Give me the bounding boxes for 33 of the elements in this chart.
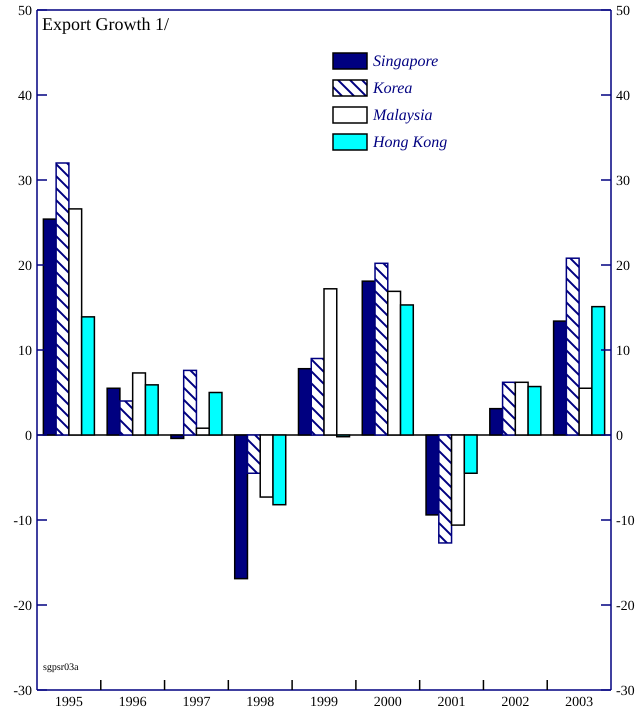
y-tick-label: 30 (18, 174, 32, 189)
y2-tick-label: -20 (616, 598, 635, 614)
x-tick-label: 1997 (182, 695, 210, 710)
y2-tick-label: 20 (616, 258, 630, 274)
y-tick-label: 50 (18, 4, 32, 19)
y-tick-label: 20 (18, 258, 32, 274)
y-tick-label: -10 (13, 514, 32, 529)
y-tick-label: 0 (25, 428, 32, 444)
x-tick-label: 2001 (438, 695, 466, 710)
x-tick-label: 1995 (54, 695, 83, 710)
y-tick-label: 40 (18, 88, 32, 104)
x-tick-label: 2000 (374, 695, 402, 710)
y2-tick-label: 50 (616, 4, 630, 19)
legend-label: Korea (372, 80, 412, 97)
y-tick-label: -30 (13, 684, 32, 699)
legend-label: Malaysia (372, 107, 433, 124)
x-tick-label: 1996 (118, 695, 147, 710)
x-tick-label: 2002 (501, 695, 530, 710)
chart-title: Export Growth 1/ (42, 14, 169, 34)
y-tick-label: -20 (13, 598, 32, 614)
x-tick-label: 1999 (310, 695, 338, 710)
y2-tick-label: 40 (616, 88, 630, 104)
legend-label: Singapore (373, 53, 438, 70)
y2-tick-label: 30 (616, 174, 630, 189)
y2-tick-label: 0 (616, 428, 623, 444)
y2-tick-label: 10 (616, 344, 630, 359)
y-tick-label: 10 (18, 344, 32, 359)
x-tick-label: 1998 (246, 695, 274, 710)
y2-tick-label: -30 (616, 684, 635, 699)
y2-tick-label: -10 (616, 514, 635, 529)
annotation: sgpsr03a (43, 662, 80, 673)
legend-label: Hong Kong (372, 134, 448, 151)
x-tick-label: 2003 (565, 695, 594, 710)
